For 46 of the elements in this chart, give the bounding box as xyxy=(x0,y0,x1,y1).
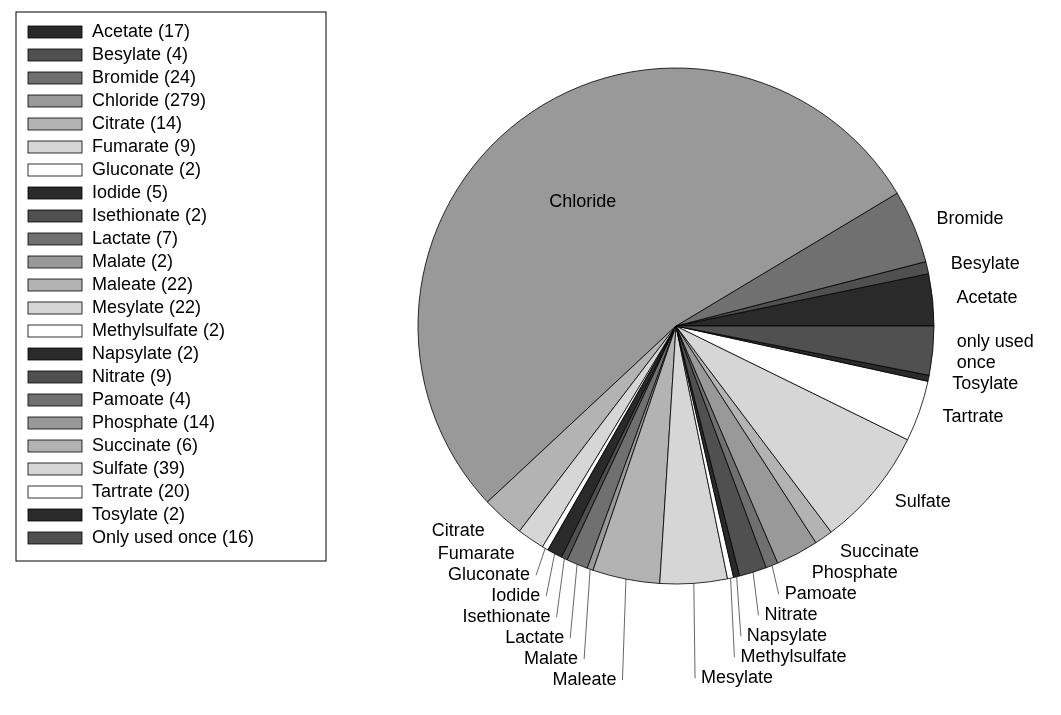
legend-label: Malate (2) xyxy=(92,250,174,271)
legend-label: Chloride (279) xyxy=(92,89,207,110)
text: Phosphate xyxy=(811,562,898,583)
legend-label: Bromide (24) xyxy=(92,66,197,87)
text: Malate xyxy=(524,647,579,668)
text: Gluconate xyxy=(448,563,531,584)
text: Sulfate xyxy=(894,490,951,511)
text: Lactate xyxy=(505,626,565,647)
text: Succinate xyxy=(840,541,920,562)
legend-label: Isethionate (2) xyxy=(92,204,208,225)
text: Fumarate xyxy=(437,542,515,563)
text: Bromide xyxy=(936,208,1004,229)
text: Tosylate xyxy=(952,372,1019,393)
text: Pamoate xyxy=(784,583,857,604)
text: Tartrate xyxy=(942,405,1004,426)
text: Maleate xyxy=(552,668,617,689)
legend-label: Iodide (5) xyxy=(92,181,169,202)
legend-label: Succinate (6) xyxy=(92,434,199,455)
text: Methylsulfate xyxy=(740,646,847,667)
legend-label: Sulfate (39) xyxy=(92,457,186,478)
legend-label: Citrate (14) xyxy=(92,112,183,133)
legend-label: Nitrate (9) xyxy=(92,365,173,386)
legend-label: Pamoate (4) xyxy=(92,388,192,409)
text: only used once xyxy=(956,330,1034,372)
text: Isethionate xyxy=(462,605,551,626)
legend-label: Lactate (7) xyxy=(92,227,179,248)
legend-label: Napsylate (2) xyxy=(92,342,200,363)
text: Citrate xyxy=(431,519,485,540)
text: Acetate xyxy=(956,286,1018,307)
text: Nitrate xyxy=(764,604,818,625)
legend-label: Mesylate (22) xyxy=(92,296,202,317)
legend-label: Methylsulfate (2) xyxy=(92,319,226,340)
legend-label: Fumarate (9) xyxy=(92,135,197,156)
legend-label: Besylate (4) xyxy=(92,43,189,64)
text: Besylate xyxy=(950,252,1020,273)
legend-label: Acetate (17) xyxy=(92,20,191,41)
text: Chloride xyxy=(549,191,617,212)
legend-label: Tosylate (2) xyxy=(92,503,186,524)
legend-label: Only used once (16) xyxy=(92,526,255,547)
legend-label: Maleate (22) xyxy=(92,273,194,294)
text: Napsylate xyxy=(746,625,827,646)
legend-label: Tartrate (20) xyxy=(92,480,191,501)
text: Iodide xyxy=(491,584,541,605)
legend-label: Gluconate (2) xyxy=(92,158,202,179)
text: Mesylate xyxy=(701,667,774,688)
legend-label: Phosphate (14) xyxy=(92,411,216,432)
